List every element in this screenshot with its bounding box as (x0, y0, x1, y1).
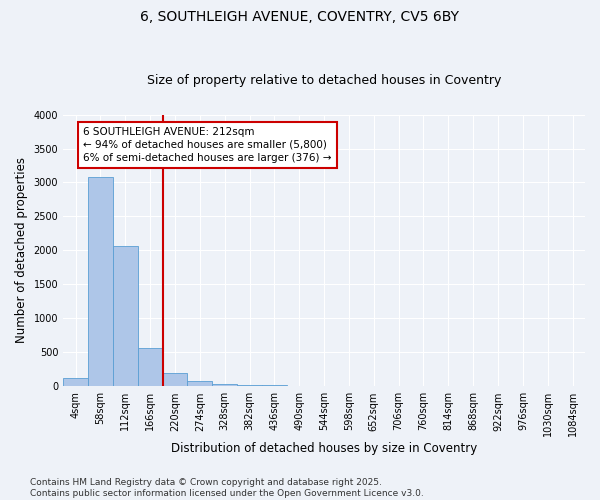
Bar (138, 348, 163, 387)
Bar (187, 381, 212, 386)
Bar (237, 384, 262, 386)
Y-axis label: Number of detached properties: Number of detached properties (15, 158, 28, 344)
Text: 6, SOUTHLEIGH AVENUE, COVENTRY, CV5 6BY: 6, SOUTHLEIGH AVENUE, COVENTRY, CV5 6BY (140, 10, 460, 24)
Bar (88, 177, 113, 386)
Bar (113, 246, 138, 386)
Title: Size of property relative to detached houses in Coventry: Size of property relative to detached ho… (147, 74, 501, 87)
Bar (212, 384, 237, 386)
Text: Contains HM Land Registry data © Crown copyright and database right 2025.
Contai: Contains HM Land Registry data © Crown c… (30, 478, 424, 498)
X-axis label: Distribution of detached houses by size in Coventry: Distribution of detached houses by size … (171, 442, 477, 455)
Text: 6 SOUTHLEIGH AVENUE: 212sqm
← 94% of detached houses are smaller (5,800)
6% of s: 6 SOUTHLEIGH AVENUE: 212sqm ← 94% of det… (83, 127, 332, 163)
Bar (63, 378, 88, 386)
Bar (163, 372, 187, 386)
